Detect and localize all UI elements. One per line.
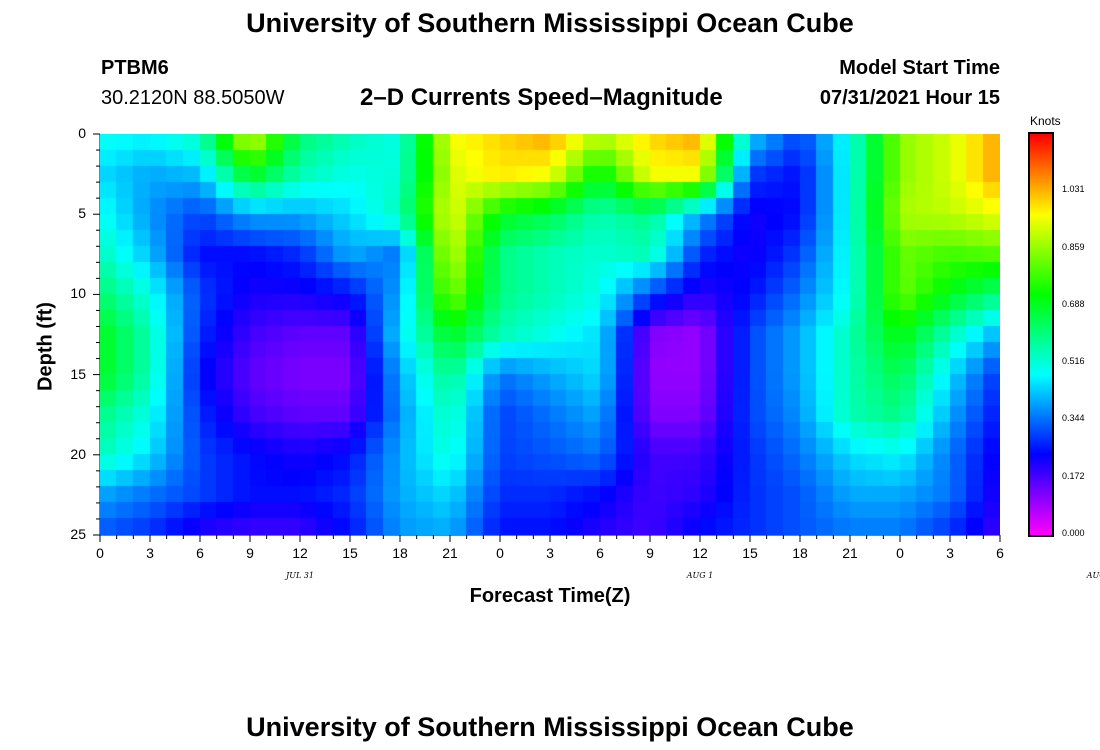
footer-title: University of Southern Mississippi Ocean… xyxy=(246,712,854,742)
x-tick-label: 21 xyxy=(442,545,458,561)
colorbar xyxy=(1030,134,1052,535)
colorbar-tick-label: 0.344 xyxy=(1062,413,1085,424)
colorbar-tick-label: 0.688 xyxy=(1062,298,1085,309)
x-tick-label: 9 xyxy=(646,545,654,561)
x-tick-label: 3 xyxy=(946,545,954,561)
x-tick-label: 0 xyxy=(496,545,504,561)
x-tick-label: 3 xyxy=(546,545,554,561)
model-start-time: 07/31/2021 Hour 15 xyxy=(819,87,1000,109)
y-tick-label: 10 xyxy=(70,285,86,302)
model-start-label: Model Start Time xyxy=(839,57,1000,79)
colorbar-unit: Knots xyxy=(1030,114,1061,128)
colorbar-tick-label: 1.031 xyxy=(1062,184,1085,195)
x-tick-label: 15 xyxy=(342,545,358,561)
x-tick-label: 3 xyxy=(146,545,154,561)
x-tick-label: 0 xyxy=(96,545,104,561)
x-tick-label: 9 xyxy=(246,545,254,561)
x-tick-label: 12 xyxy=(692,545,708,561)
colorbar-tick-label: 0.172 xyxy=(1062,470,1085,481)
colorbar-frame xyxy=(1028,132,1054,537)
chart-subtitle: 2–D Currents Speed–Magnitude xyxy=(360,84,723,111)
y-tick-label: 5 xyxy=(78,205,86,222)
x-tick-label: 6 xyxy=(996,545,1004,561)
y-tick-label: 25 xyxy=(70,526,86,542)
date-label: AUG 2 xyxy=(1086,571,1100,580)
x-tick-label: 18 xyxy=(792,545,808,561)
date-label: AUG 1 xyxy=(686,571,714,580)
page-title: University of Southern Mississippi Ocean… xyxy=(246,8,854,38)
colorbar-tick-label: 0.859 xyxy=(1062,241,1085,252)
x-tick-label: 0 xyxy=(896,545,904,561)
y-tick-label: 15 xyxy=(70,365,86,382)
x-tick-label: 6 xyxy=(196,545,204,561)
x-tick-label: 15 xyxy=(742,545,758,561)
colorbar-tick-label: 0.000 xyxy=(1062,528,1085,538)
y-tick-label: 0 xyxy=(78,125,86,141)
colorbar-tick-label: 0.516 xyxy=(1062,356,1085,366)
y-axis-label: Depth (ft) xyxy=(34,302,57,391)
speed-heatmap xyxy=(100,134,1000,535)
x-tick-label: 21 xyxy=(842,545,858,561)
x-tick-label: 12 xyxy=(292,545,308,561)
station-coords: 30.2120N 88.5050W xyxy=(101,87,285,109)
station-id: PTBM6 xyxy=(101,57,169,79)
x-tick-label: 6 xyxy=(596,545,604,561)
y-tick-label: 20 xyxy=(70,445,86,462)
date-label: JUL 31 xyxy=(286,571,314,580)
x-tick-label: 18 xyxy=(392,545,408,561)
x-axis-label: Forecast Time(Z) xyxy=(469,585,631,607)
